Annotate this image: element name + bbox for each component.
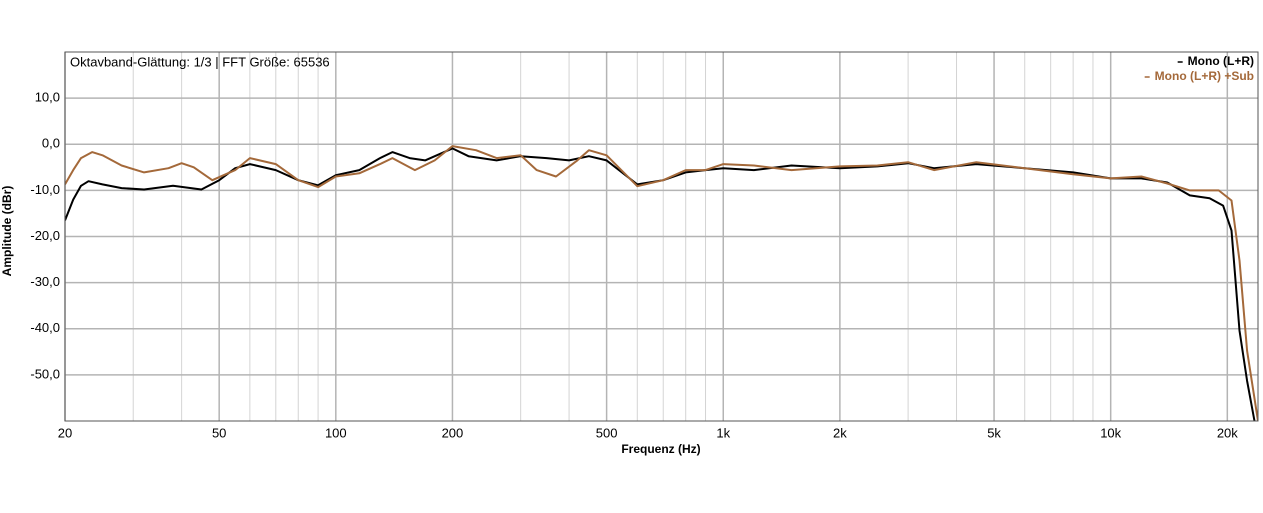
x-tick-label: 2k [833, 425, 847, 440]
x-axis-label: Frequenz (Hz) [621, 442, 700, 456]
grid [64, 52, 1258, 421]
legend-label: Mono (L+R) [1188, 54, 1254, 68]
y-tick-label: -40,0 [30, 320, 60, 335]
plot-frame [64, 51, 1259, 422]
y-tick-label: -30,0 [30, 274, 60, 289]
x-tick-label: 5k [987, 425, 1001, 440]
x-tick-label: 100 [325, 425, 347, 440]
y-axis-label: Amplitude (dBr) [0, 186, 14, 277]
x-tick-label: 10k [1100, 425, 1121, 440]
y-tick-label: -20,0 [30, 228, 60, 243]
plot-lines [65, 145, 1258, 421]
y-tick-label: 10,0 [35, 90, 60, 105]
y-tick-label: -50,0 [30, 366, 60, 381]
y-tick-label: 0,0 [42, 136, 60, 151]
series-line [65, 145, 1258, 421]
x-tick-label: 20k [1217, 425, 1238, 440]
x-tick-label: 1k [716, 425, 730, 440]
series-line [65, 147, 1256, 421]
legend-label: Mono (L+R) +Sub [1155, 69, 1254, 83]
annotation: Oktavband-Glättung: 1/3 | FFT Größe: 655… [70, 54, 330, 69]
y-tick-label: -10,0 [30, 182, 60, 197]
x-tick-label: 20 [58, 425, 72, 440]
x-tick-label: 50 [212, 425, 226, 440]
x-tick-label: 200 [442, 425, 464, 440]
x-tick-label: 500 [596, 425, 618, 440]
axes: 20 50 100 200 500 1k 2k 5k 10k 20k 10,0 0,0 -10,0 -20… [30, 54, 1254, 440]
